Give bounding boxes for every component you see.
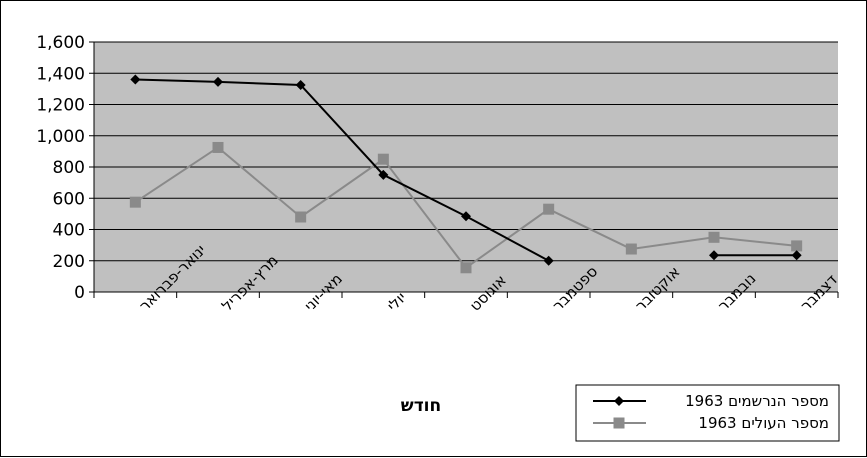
data-point [791, 240, 803, 252]
data-point [625, 243, 637, 255]
data-point [377, 153, 389, 165]
series-1 [130, 74, 802, 266]
y-tick-label: 1,400 [36, 64, 85, 84]
data-point [378, 169, 389, 180]
y-tick-label: 1,200 [36, 96, 85, 116]
y-tick-label: 1,000 [36, 127, 85, 147]
data-point [295, 79, 306, 90]
legend-box [575, 384, 840, 442]
y-tick-label: 800 [53, 158, 85, 178]
legend-label: מספר העולים 1963 [698, 414, 829, 432]
data-point [295, 211, 307, 223]
data-point [213, 76, 223, 87]
data-point [129, 196, 141, 208]
data-point [460, 262, 472, 274]
legend-marker [614, 396, 624, 406]
data-point [791, 250, 802, 261]
legend-label: מספר הנרשמים 1963 [685, 392, 829, 410]
data-point [543, 203, 555, 215]
y-tick-label: 1,600 [36, 33, 85, 53]
y-tick-labels: 0 200 400 600 800 1,000 1,200 1,400 1,600 [36, 33, 85, 303]
legend-marker [613, 417, 625, 429]
data-point [212, 141, 224, 153]
x-axis-title: חודש [401, 396, 441, 416]
data-point [708, 231, 720, 243]
series-2 [129, 141, 803, 274]
y-tick-label: 200 [53, 252, 85, 272]
data-point [461, 211, 471, 222]
data-point [543, 255, 554, 266]
series-layer [129, 74, 803, 274]
data-point [130, 74, 141, 85]
axis-layer [89, 41, 839, 298]
series-line [135, 78, 550, 262]
y-tick-label: 0 [74, 283, 85, 303]
legend-entry-1: מספר הנרשמים 1963 [593, 392, 829, 410]
legend-entry-2: מספר העולים 1963 [593, 414, 829, 432]
data-point [709, 250, 719, 261]
legend: מספר הנרשמים 1963 מספר העולים 1963 [575, 384, 840, 442]
y-tick-label: 600 [53, 189, 85, 209]
y-tick-label: 400 [53, 221, 85, 241]
legend-entries: מספר הנרשמים 1963 מספר העולים 1963 [593, 392, 829, 432]
